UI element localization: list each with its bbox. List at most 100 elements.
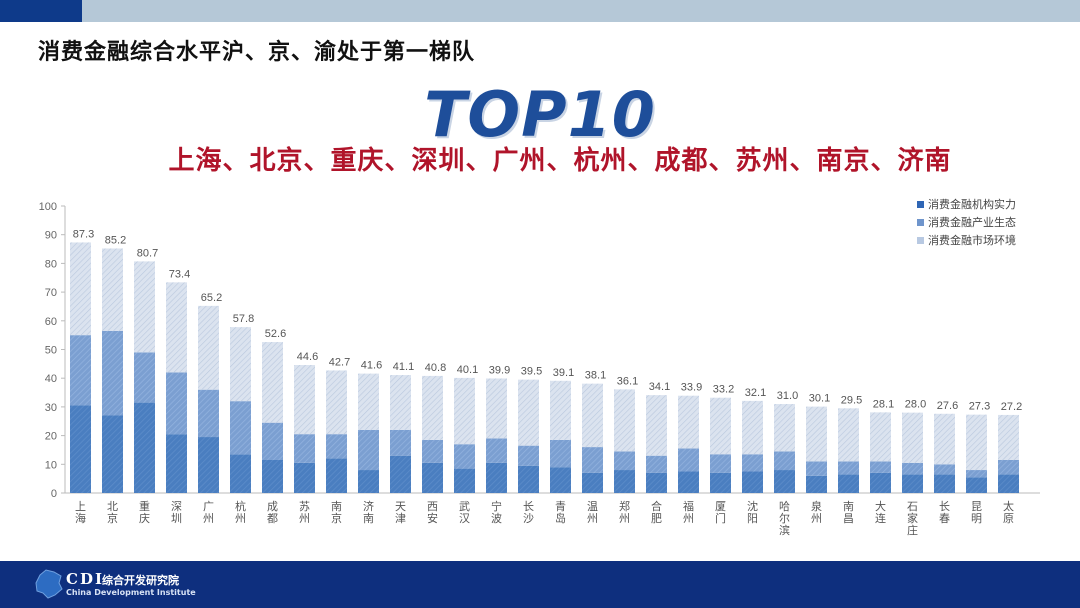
x-category-label: 州 [811, 512, 822, 525]
bar-segment-3 [582, 383, 603, 448]
bar-segment-3 [678, 395, 699, 449]
bar-segment-2 [326, 434, 347, 459]
bar-segment-3 [294, 364, 315, 435]
x-category-label: 济 [363, 499, 374, 513]
bar-segment-2 [518, 445, 539, 466]
bar-segment-2 [710, 454, 731, 473]
total-label: 39.5 [521, 366, 542, 378]
x-category-label: 太 [1003, 500, 1014, 513]
x-category-label: 大 [875, 499, 886, 513]
bar-segment-3 [934, 413, 955, 465]
bar-segment-1 [358, 470, 379, 493]
total-label: 73.4 [169, 268, 190, 280]
legend-label: 消费金融产业生态 [928, 215, 1016, 229]
total-label: 39.1 [553, 367, 574, 379]
bar-segment-2 [678, 448, 699, 472]
total-label: 40.1 [457, 364, 478, 376]
bar-segment-2 [102, 330, 123, 416]
bar-segment-3 [518, 379, 539, 446]
bar-segment-1 [838, 474, 859, 493]
bar-segment-2 [166, 372, 187, 435]
x-category-label: 庄 [907, 523, 918, 537]
y-tick-label: 0 [51, 488, 57, 500]
bar-segment-2 [614, 451, 635, 471]
x-category-label: 肥 [651, 512, 662, 525]
footer-bar [0, 561, 1080, 608]
bar-segment-2 [582, 447, 603, 473]
x-category-label: 波 [491, 512, 502, 525]
top-bar [82, 0, 1080, 22]
x-category-label: 西 [427, 500, 438, 513]
logo-chinese-name: 综合开发研究院 [102, 574, 179, 587]
bar-segment-3 [102, 248, 123, 331]
x-category-label: 重 [139, 499, 150, 513]
bar-segment-2 [486, 438, 507, 463]
x-category-label: 海 [75, 511, 86, 525]
bar-segment-1 [614, 470, 635, 493]
bar-segment-1 [582, 472, 603, 493]
x-category-label: 都 [267, 512, 278, 525]
total-label: 85.2 [105, 234, 126, 246]
x-category-label: 深 [171, 500, 182, 513]
x-category-label: 岛 [555, 511, 566, 525]
legend-label: 消费金融市场环境 [928, 233, 1016, 247]
bar-segment-3 [326, 370, 347, 435]
page-title: 消费金融综合水平沪、京、渝处于第一梯队 [38, 40, 476, 65]
bar-segment-1 [806, 475, 827, 493]
y-tick-label: 80 [45, 258, 57, 270]
bar-segment-1 [198, 437, 219, 493]
bar-segment-3 [422, 375, 443, 440]
bar-segment-2 [262, 422, 283, 460]
y-tick-label: 30 [45, 402, 57, 414]
x-category-label: 合 [651, 499, 662, 513]
bar-segment-1 [998, 474, 1019, 493]
total-label: 28.1 [873, 398, 894, 410]
x-category-label: 津 [395, 512, 406, 525]
x-category-label: 郑 [619, 499, 630, 513]
bar-segment-2 [998, 459, 1019, 475]
bar-segment-1 [646, 472, 667, 493]
bar-segment-3 [774, 404, 795, 452]
logo-english-name: China Development Institute [66, 588, 196, 597]
y-tick-label: 100 [39, 201, 57, 213]
x-category-label: 明 [971, 512, 982, 525]
x-category-label: 门 [715, 511, 726, 525]
total-label: 52.6 [265, 328, 286, 340]
logo-cdi: CDI [66, 570, 104, 588]
bar-segment-1 [518, 465, 539, 493]
total-label: 29.5 [841, 394, 862, 406]
bar-segment-2 [646, 455, 667, 473]
x-category-label: 杭 [235, 499, 246, 513]
bar-segment-1 [326, 458, 347, 493]
total-label: 32.1 [745, 387, 766, 399]
x-category-label: 长 [939, 500, 950, 513]
bar-segment-2 [902, 462, 923, 475]
total-label: 41.6 [361, 360, 382, 372]
total-label: 41.1 [393, 361, 414, 373]
x-category-label: 家 [907, 511, 918, 525]
bar-segment-2 [358, 429, 379, 471]
total-label: 33.9 [681, 382, 702, 394]
bar-segment-1 [678, 471, 699, 493]
x-category-label: 原 [1003, 512, 1014, 525]
bar-segment-3 [198, 305, 219, 390]
x-category-label: 宁 [491, 499, 502, 513]
bar-segment-2 [550, 439, 571, 468]
x-category-label: 州 [203, 512, 214, 525]
x-category-label: 哈 [779, 500, 790, 513]
bar-segment-3 [646, 395, 667, 456]
bar-segment-3 [166, 282, 187, 373]
x-category-label: 武 [459, 500, 470, 513]
bar-segment-2 [294, 434, 315, 463]
bar-segment-1 [550, 467, 571, 493]
y-tick-label: 90 [45, 230, 57, 242]
bar-segment-1 [134, 402, 155, 493]
x-category-label: 沙 [523, 512, 534, 525]
x-category-label: 苏 [299, 500, 310, 513]
stacked-bar-chart: 0 10 20 30 40 50 60 70 80 90 100 87.3 85.2 80.7 73.4 6… [39, 197, 1040, 537]
bar-segment-2 [70, 335, 91, 406]
bar-segment-3 [742, 400, 763, 455]
legend-label: 消费金融机构实力 [928, 197, 1016, 211]
x-category-label: 昌 [843, 512, 854, 525]
bar-segment-1 [774, 470, 795, 493]
